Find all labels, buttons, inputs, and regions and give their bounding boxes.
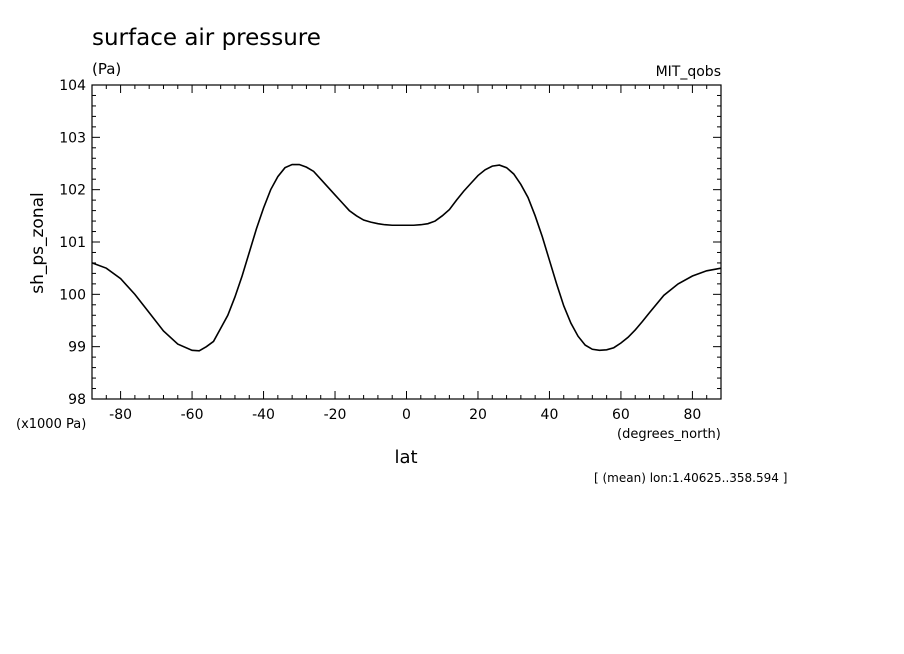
x-tick-label: 80	[683, 407, 701, 423]
y-tick-label: 98	[68, 392, 86, 408]
y-tick-label: 101	[59, 235, 86, 251]
dataset-label: MIT_qobs	[656, 64, 721, 80]
x-tick-label: 60	[612, 407, 630, 423]
y-tick-label: 104	[59, 78, 86, 94]
y-tick-label: 102	[59, 183, 86, 199]
x-axis-label: lat	[394, 447, 417, 468]
x-tick-label: -20	[324, 407, 347, 423]
y-tick-labels: 98 99 100 101 102 103 104	[59, 78, 86, 408]
y-tick-label: 103	[59, 130, 86, 146]
y-tick-label: 99	[68, 340, 86, 356]
plot-area	[91, 84, 722, 400]
y-tick-label: 100	[59, 287, 86, 303]
x-tick-label: 20	[469, 407, 487, 423]
units-label: (Pa)	[92, 60, 121, 78]
chart-title: surface air pressure	[92, 25, 321, 51]
y-axis-label: sh_ps_zonal	[28, 192, 48, 294]
series-line	[91, 163, 722, 352]
x-tick-label: -80	[109, 407, 132, 423]
x-tick-labels: -80 -60 -40 -20 0 20 40 60 80	[109, 407, 701, 423]
footnote: [ (mean) lon:1.40625..358.594 ]	[594, 471, 787, 485]
x-tick-label: -60	[181, 407, 204, 423]
x-tick-label: 0	[402, 407, 411, 423]
x-tick-label: 40	[541, 407, 559, 423]
x-tick-label: -40	[252, 407, 275, 423]
y-scale-note: (x1000 Pa)	[16, 417, 86, 432]
x-units-label: (degrees_north)	[617, 427, 721, 442]
axis-ticks	[91, 84, 722, 400]
